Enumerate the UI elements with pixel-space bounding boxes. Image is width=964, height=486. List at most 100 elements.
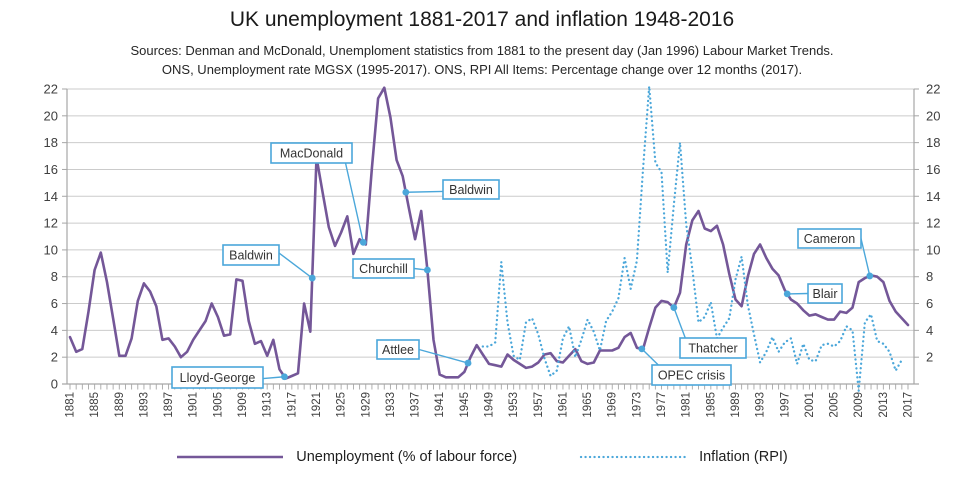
annotation-marker-dot: [423, 266, 431, 274]
annotation-leader-line: [278, 252, 313, 279]
x-axis-tick-label: 1945: [459, 392, 471, 418]
y-axis-tick-label: 4: [51, 323, 58, 338]
y-axis-tick-label: 8: [51, 269, 58, 284]
annotation-marker-dot: [464, 359, 472, 367]
y-axis-tick-label: 10: [44, 242, 58, 257]
unemployment-line-swatch: [177, 455, 284, 459]
unemployment-line: [68, 86, 910, 380]
x-axis-tick-label: 1969: [607, 392, 619, 418]
annotation-box: [807, 283, 843, 304]
chart-title: UK unemployment 1881-2017 and inflation …: [229, 8, 735, 31]
annotation-leader-line: [262, 376, 285, 380]
annotation-leader-line: [418, 348, 469, 364]
annotation-label: OPEC crisis: [658, 369, 725, 383]
x-axis-tick-label: 1905: [212, 392, 224, 418]
y-axis-tick-label: 22: [926, 82, 940, 97]
annotation-lloyd-george: Lloyd-George: [171, 366, 288, 389]
x-axis-tick-label: 1925: [336, 392, 348, 418]
annotation-box: [442, 179, 500, 200]
annotation-baldwin: Baldwin: [222, 244, 316, 282]
annotation-label: Churchill: [359, 262, 408, 276]
annotation-leader-line: [673, 307, 686, 339]
x-axis-tick-label: 1949: [484, 392, 496, 418]
y-axis-tick-label: 2: [926, 350, 933, 365]
x-axis-tick-label: 1941: [434, 392, 446, 418]
annotation-marker-dot: [359, 239, 367, 246]
inflation-line-swatch: [579, 455, 687, 459]
annotation-box: [797, 228, 862, 249]
sources-line-2: ONS, Unemployment rate MGSX (1995-2017).…: [161, 62, 803, 77]
annotation-box: [376, 339, 420, 360]
x-axis-tick-label: 2017: [903, 392, 915, 418]
x-axis-tick-label: 1989: [730, 392, 742, 418]
annotation-marker-dot: [866, 272, 874, 280]
annotation-box: [679, 337, 747, 359]
y-axis-tick-label: 16: [44, 162, 58, 177]
y-axis-tick-label: 18: [926, 135, 940, 150]
legend-item-unemployment: Unemployment (% of labour force): [176, 449, 517, 465]
annotation-blair: Blair: [783, 283, 843, 304]
x-axis-tick-label: 1965: [582, 392, 594, 418]
x-axis-tick-label: 1977: [656, 392, 668, 418]
y-axis-tick-label: 14: [926, 189, 940, 204]
annotation-label: Thatcher: [688, 342, 737, 356]
annotation-box: [222, 244, 280, 266]
x-axis-tick-label: 1997: [779, 392, 791, 418]
x-axis-tick-label: 2005: [829, 392, 841, 418]
annotation-label: Baldwin: [449, 183, 493, 197]
annotation-leader-line: [860, 238, 871, 277]
sources-line-1: Sources: Denman and McDonald, Unemplomen…: [130, 43, 834, 58]
annotation-label: MacDonald: [280, 147, 343, 161]
x-axis-tick-label: 2001: [804, 392, 816, 418]
legend-item-inflation: Inflation (RPI): [579, 449, 788, 465]
annotation-label: Cameron: [804, 232, 855, 246]
annotation-box: [651, 364, 732, 386]
legend-label-inflation: Inflation (RPI): [699, 449, 788, 465]
legend: Unemployment (% of labour force) Inflati…: [0, 449, 964, 465]
annotation-baldwin: Baldwin: [402, 179, 500, 200]
y-axis-tick-label: 12: [926, 216, 940, 231]
x-axis-tick-label: 1953: [508, 392, 520, 418]
axes: [62, 88, 919, 385]
annotation-marker-dot: [783, 290, 791, 298]
x-axis-tick-label: 1913: [262, 392, 274, 418]
x-axis-tick-label: 1961: [557, 392, 569, 418]
annotation-marker-dot: [308, 274, 316, 282]
annotation-attlee: Attlee: [376, 339, 472, 367]
y-axis-tick-label: 12: [44, 216, 58, 231]
annotation-opec-crisis: OPEC crisis: [638, 345, 732, 386]
annotation-label: Blair: [812, 287, 837, 301]
x-axis-tick-label: 1973: [631, 392, 643, 418]
annotation-cameron: Cameron: [797, 228, 874, 280]
y-axis-tick-label: 6: [51, 296, 58, 311]
y-axis-tick-label: 8: [926, 269, 933, 284]
x-axis-labels: 1881 1885 1889 1893 1897 1901 1905 1909 1913 1917…: [65, 392, 915, 418]
y-axis-tick-label: 4: [926, 323, 933, 338]
chart-sources: Sources: Denman and McDonald, Unemplomen…: [0, 41, 964, 79]
y-axis-tick-label: 22: [44, 82, 58, 97]
annotation-box: [171, 366, 264, 389]
x-axis-tick-label: 1897: [163, 392, 175, 418]
annotation-leader-line: [641, 348, 659, 366]
y-axis-tick-label: 20: [926, 108, 940, 123]
x-axis-tick-label: 1993: [755, 392, 767, 418]
x-axis-tick-label: 1889: [114, 392, 126, 418]
x-axis-tick-label: 2013: [878, 392, 890, 418]
annotation-box: [352, 258, 415, 279]
annotation-macdonald: MacDonald: [270, 142, 367, 246]
x-axis-tick-label: 1933: [385, 392, 397, 418]
x-axis-tick-label: 1893: [138, 392, 150, 418]
x-axis-tick-label: 1985: [705, 392, 717, 418]
y-axis-tick-label: 6: [926, 296, 933, 311]
annotation-label: Attlee: [382, 343, 414, 357]
x-axis-tick-label: 1937: [410, 392, 422, 418]
x-axis-tick-label: 1921: [311, 392, 323, 418]
y-axis-tick-label: 14: [44, 189, 58, 204]
x-axis-tick-label: 1929: [360, 392, 372, 418]
x-axis-tick-label: 1909: [237, 392, 249, 418]
inflation-line: [481, 85, 903, 392]
x-axis-tick-label: 2009: [853, 392, 865, 418]
